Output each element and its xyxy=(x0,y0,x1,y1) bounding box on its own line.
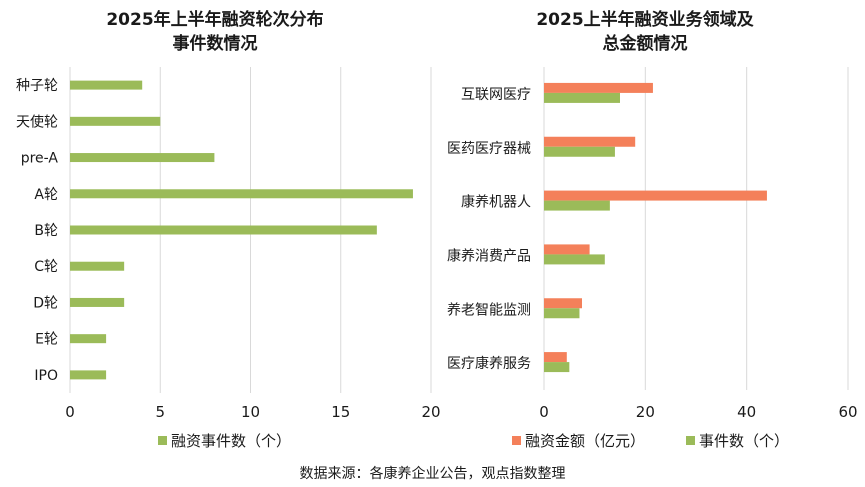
right-bar-funding-amount xyxy=(544,298,582,309)
right-x-tick-label: 60 xyxy=(838,403,857,421)
right-bar-event-count xyxy=(544,92,620,103)
right-x-tick-label: 40 xyxy=(737,403,756,421)
right-category-label: 养老智能监测 xyxy=(447,302,531,318)
left-chart-title-line-2: 事件数情况 xyxy=(172,34,258,54)
right-bar-funding-amount xyxy=(544,244,590,255)
left-x-tick-label: 0 xyxy=(65,403,75,421)
left-x-tick-label: 5 xyxy=(155,403,165,421)
right-bar-funding-amount xyxy=(544,82,653,93)
right-category-label: 互联网医疗 xyxy=(461,87,531,103)
left-legend-swatch xyxy=(158,436,167,445)
left-bar-event-count xyxy=(70,225,377,235)
left-bar-event-count xyxy=(70,153,215,163)
right-bar-event-count xyxy=(544,200,610,211)
right-bar-event-count xyxy=(544,308,580,319)
right-category-label: 康养机器人 xyxy=(461,194,531,211)
right-bar-event-count xyxy=(544,146,615,157)
right-legend-label-events: 事件数（个） xyxy=(699,432,789,450)
left-x-tick-label: 20 xyxy=(421,403,440,421)
right-x-tick-label: 0 xyxy=(539,403,549,421)
left-x-tick-label: 10 xyxy=(241,403,260,421)
left-bar-event-count xyxy=(70,261,125,271)
left-bar-event-count xyxy=(70,80,143,90)
right-category-label: 医药医疗器械 xyxy=(447,141,531,157)
right-category-label: 康养消费产品 xyxy=(447,247,531,264)
left-category-label: IPO xyxy=(34,368,58,384)
left-category-label: 天使轮 xyxy=(16,113,58,130)
left-category-label: 种子轮 xyxy=(16,78,58,94)
right-bar-funding-amount xyxy=(544,136,636,147)
right-bar-funding-amount xyxy=(544,352,567,363)
right-legend-swatch-events xyxy=(686,436,695,445)
right-x-tick-label: 20 xyxy=(636,403,655,421)
right-legend-swatch-amount xyxy=(512,436,521,445)
right-bar-event-count xyxy=(544,362,570,373)
right-legend-label-amount: 融资金额（亿元） xyxy=(525,432,645,450)
right-chart-title-line-1: 2025上半年融资业务领域及 xyxy=(536,10,754,30)
right-category-label: 医疗康养服务 xyxy=(447,355,531,372)
left-category-label: E轮 xyxy=(35,332,58,348)
left-chart-title: 2025年上半年融资轮次分布 事件数情况 xyxy=(0,8,430,56)
left-bar-event-count xyxy=(70,116,161,126)
source-note: 数据来源：各康养企业公告，观点指数整理 xyxy=(299,466,566,482)
left-bar-event-count xyxy=(70,189,413,199)
left-category-label: A轮 xyxy=(34,187,58,203)
left-category-label: C轮 xyxy=(34,259,58,275)
left-category-label: D轮 xyxy=(33,295,58,311)
left-bar-event-count xyxy=(70,297,125,307)
left-legend-label: 融资事件数（个） xyxy=(171,432,291,450)
left-category-label: B轮 xyxy=(34,223,58,239)
right-bar-event-count xyxy=(544,254,605,265)
left-bar-event-count xyxy=(70,334,107,344)
left-category-label: pre-A xyxy=(21,151,59,167)
right-bar-funding-amount xyxy=(544,190,767,201)
right-chart-title: 2025上半年融资业务领域及 总金额情况 xyxy=(430,8,860,56)
right-chart-title-line-2: 总金额情况 xyxy=(602,34,688,54)
left-bar-event-count xyxy=(70,370,107,380)
left-x-tick-label: 15 xyxy=(331,403,350,421)
left-chart-title-line-1: 2025年上半年融资轮次分布 xyxy=(106,10,324,30)
